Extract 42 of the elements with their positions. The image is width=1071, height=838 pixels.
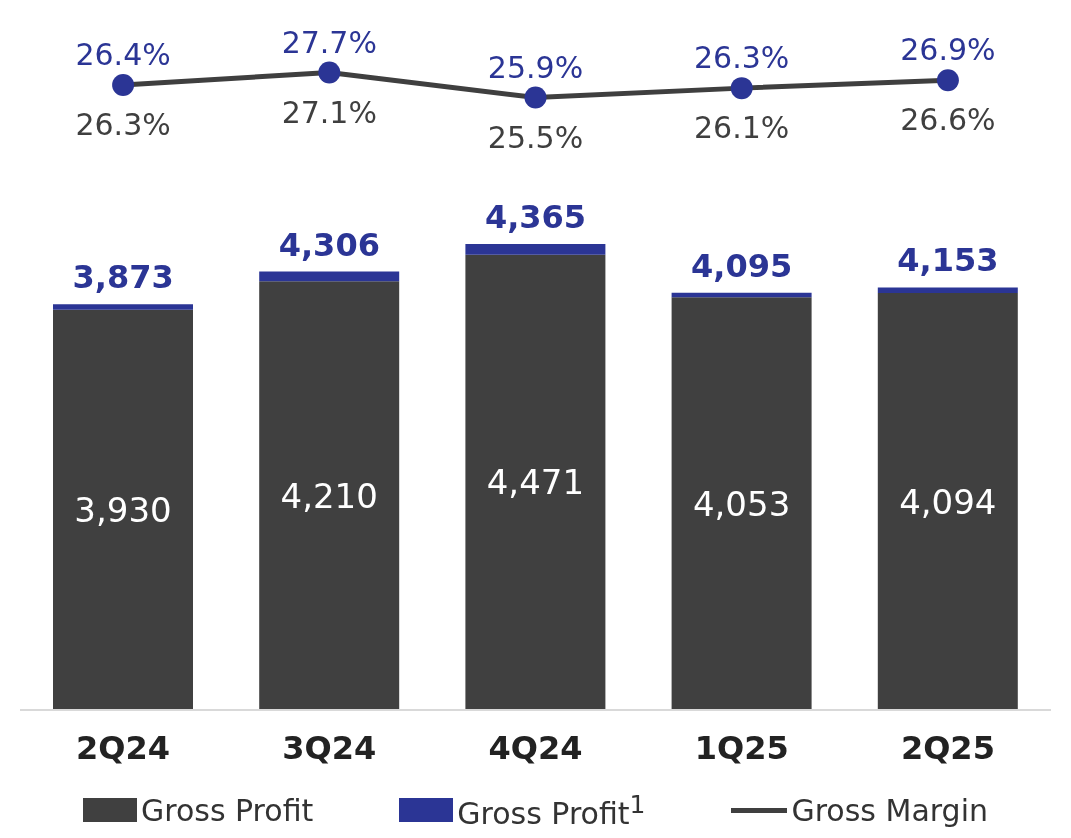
bar	[53, 309, 193, 710]
x-tick-label: 1Q25	[694, 728, 789, 767]
annotation: 25.9%	[487, 49, 584, 85]
point	[318, 61, 341, 84]
annotation: 4,365	[484, 197, 587, 236]
data-label: 4,471	[486, 462, 585, 503]
bar	[465, 254, 606, 710]
text: 26.9%	[900, 32, 996, 68]
bar	[877, 293, 1018, 710]
x-tick-label: 2Q24	[76, 728, 171, 767]
data-label: 4,053	[692, 483, 791, 524]
data-label: 27.1%	[281, 94, 377, 130]
x-tick-label: 4Q24	[488, 728, 583, 767]
annotation: 3,873	[72, 258, 174, 297]
data-label: 4,210	[280, 475, 378, 516]
text: 27.7%	[281, 24, 377, 60]
point	[112, 74, 135, 96]
text: Gross Margin	[791, 792, 988, 828]
annotation: 4,306	[278, 225, 380, 264]
x-tick-label: 3Q24	[282, 728, 377, 767]
legend-label: Gross Profit$^{1}$	[457, 789, 646, 831]
data-label: 26.6%	[900, 102, 996, 138]
text: 26.4%	[75, 37, 171, 72]
bar	[671, 297, 812, 710]
bar	[259, 271, 400, 282]
point	[936, 69, 959, 92]
annotation: 4,095	[691, 246, 793, 285]
data-label: 25.5%	[487, 119, 584, 155]
bar	[465, 243, 606, 255]
data-label: 4,094	[899, 481, 997, 522]
legend-label: Gross Profit	[140, 792, 314, 828]
bar	[877, 287, 1018, 294]
x-tick-label: 2Q25	[900, 728, 995, 767]
point	[730, 77, 753, 100]
point	[524, 86, 547, 109]
data-label: 26.1%	[694, 110, 790, 146]
bar	[53, 304, 193, 310]
bar	[259, 281, 400, 710]
data-label: 3,930	[74, 489, 172, 530]
annotation: 26.3%	[694, 40, 790, 76]
data-label: 26.3%	[75, 107, 171, 142]
annotation: 4,153	[897, 241, 999, 280]
